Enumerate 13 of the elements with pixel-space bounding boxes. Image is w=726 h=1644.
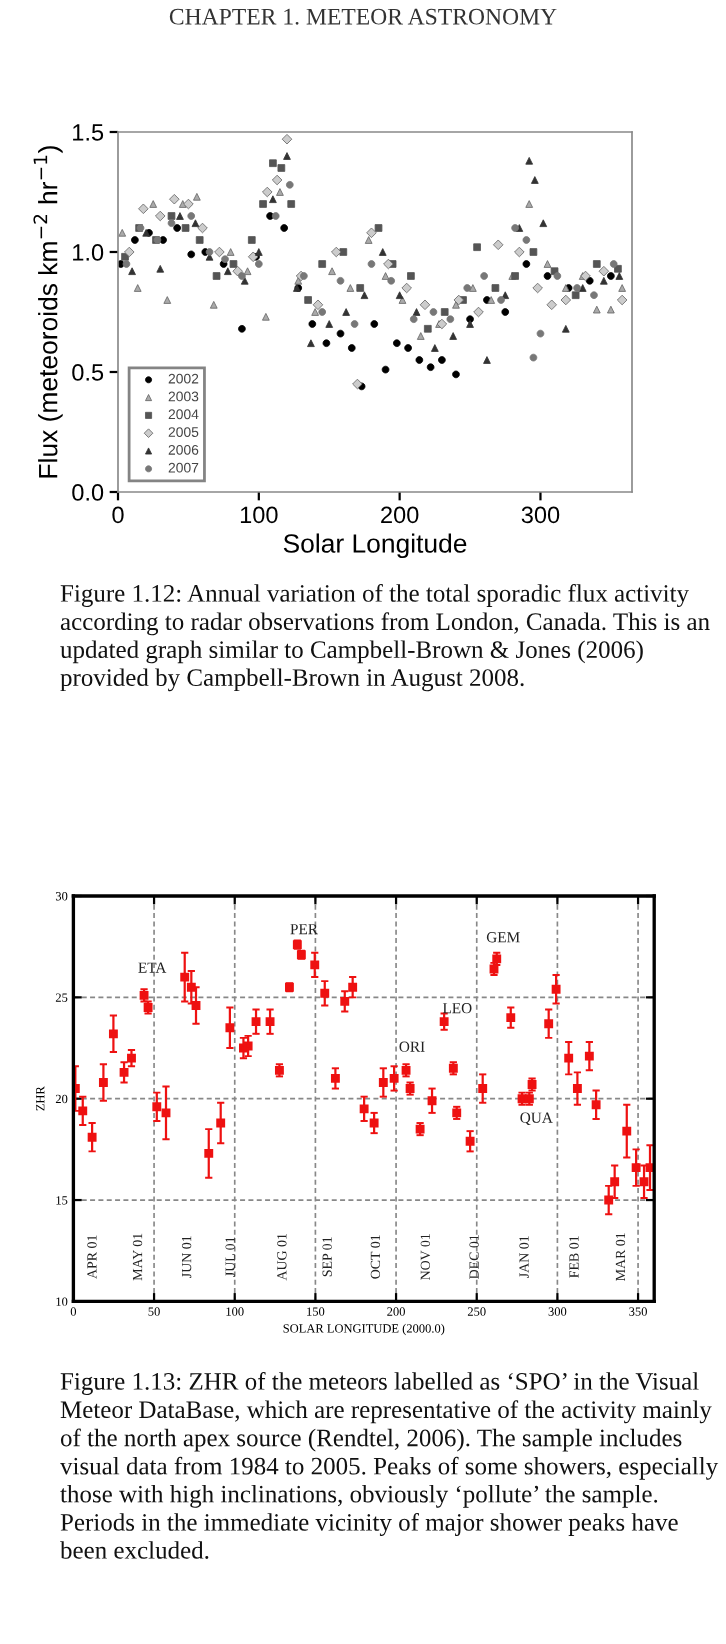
x-tick-label: 300 bbox=[521, 506, 560, 524]
x-axis-title: Solar Longitude bbox=[283, 533, 467, 559]
caption: Figure 1.13: ZHR of the meteors labelled as ‘SPO’ in the Visual Meteor DataBase, which are representative of the activity mainly of the north apex source (Rendtel, 2006). The sample includes visual data from 1984 to 2005. Peaks of some showers, especially those with high inclinations, obviously ‘pollute’ the sample. Periods in the immediate vicinity of major shower peaks have been excluded. bbox=[60, 1372, 719, 1559]
y-axis-title: Flux (meteoroids km$^{−2}$ hr$^{−1}$) bbox=[33, 146, 63, 478]
x-tick-label: 200 bbox=[381, 506, 419, 524]
y-tick-label: 1.5 bbox=[73, 124, 104, 141]
y-tick-label: 1.0 bbox=[73, 244, 104, 261]
x-tick-label: 0 bbox=[112, 506, 124, 524]
x-tick-label: 100 bbox=[240, 506, 278, 524]
caption: Figure 1.12: Annual variation of the total sporadic flux activity according to radar observations from London, Canada. This is an updated graph similar to Campbell-Brown & Jones (2006) provided by Campbell-Brown in August 2008. bbox=[60, 584, 710, 692]
y-tick-label: 0.0 bbox=[72, 484, 104, 501]
y-tick-label: 0.5 bbox=[72, 364, 104, 381]
chart-title: CHAPTER 1. METEOR ASTRONOMY bbox=[169, 8, 557, 25]
